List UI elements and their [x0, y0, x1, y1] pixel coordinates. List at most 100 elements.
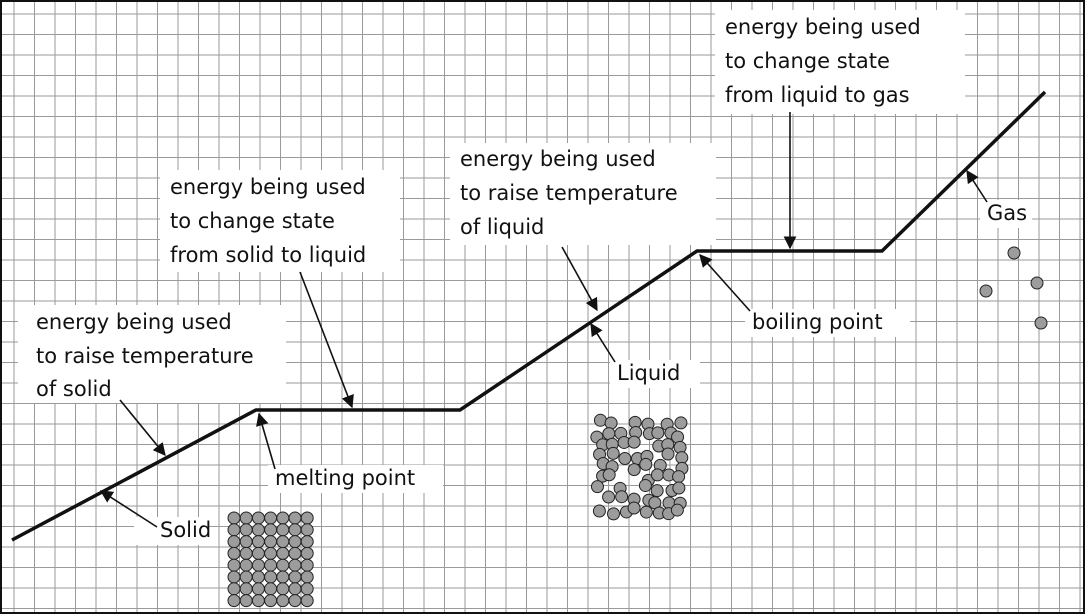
liquid-particle — [650, 468, 664, 482]
particles — [227, 246, 1048, 608]
solid-particle — [227, 535, 241, 549]
liquid-particle — [627, 501, 641, 515]
liquid-particle — [607, 507, 621, 521]
solid-particle — [288, 535, 302, 549]
solid-particle — [227, 558, 241, 572]
solid-particle — [227, 582, 241, 596]
solid-particle — [227, 594, 241, 608]
label-line: boiling point — [752, 310, 883, 334]
liquid-particle — [638, 479, 652, 493]
liquid-particle — [627, 435, 641, 449]
labels: energy being used to raise temperature o… — [36, 15, 1027, 542]
liquid-particle — [615, 490, 629, 504]
liquid-particle — [627, 463, 641, 477]
solid-particle — [276, 535, 290, 549]
solid-particle — [264, 546, 278, 560]
liquid-particle — [639, 457, 653, 471]
label-line: to raise temperature — [36, 344, 254, 368]
solid-particle — [239, 511, 253, 525]
solid-particle — [288, 558, 302, 572]
solid-particle — [276, 511, 290, 525]
liquid-particle — [672, 470, 686, 484]
gas-particle — [979, 284, 993, 298]
solid-particle — [276, 582, 290, 596]
solid-particle — [264, 558, 278, 572]
liquid-particle — [602, 490, 616, 504]
solid-particle — [264, 594, 278, 608]
label-line: of solid — [36, 377, 112, 401]
solid-particle — [264, 535, 278, 549]
liquid-particle — [593, 413, 607, 427]
solid-particle — [288, 570, 302, 584]
liquid-particle — [604, 416, 618, 430]
label-line: Solid — [160, 518, 211, 542]
solid-particle — [227, 546, 241, 560]
solid-particle — [300, 546, 314, 560]
solid-particle — [239, 546, 253, 560]
label-line: melting point — [275, 466, 415, 490]
label-line: energy being used — [36, 310, 232, 334]
solid-particle — [276, 523, 290, 537]
label-line: energy being used — [725, 15, 921, 39]
liquid-particle — [670, 503, 684, 517]
solid-particle — [227, 511, 241, 525]
arrows — [99, 112, 988, 528]
gas-particle — [1030, 276, 1044, 290]
solid-particle — [300, 582, 314, 596]
heating-curve — [11, 90, 1047, 542]
liquid-particle — [602, 468, 616, 482]
solid-particle — [251, 594, 265, 608]
liquid-particle — [672, 481, 686, 495]
label-line: of liquid — [460, 215, 544, 239]
liquid-particle — [602, 427, 616, 441]
solid-particle — [239, 535, 253, 549]
solid-particle — [251, 546, 265, 560]
liquid-particle — [592, 504, 606, 518]
solid-particle — [264, 523, 278, 537]
liquid-particle — [606, 446, 620, 460]
solid-particle — [251, 558, 265, 572]
solid-particle — [300, 511, 314, 525]
solid-particle — [239, 594, 253, 608]
solid-particle — [300, 594, 314, 608]
solid-particle — [264, 511, 278, 525]
liquid-particle — [675, 451, 689, 465]
label-line: from solid to liquid — [170, 243, 366, 267]
solid-particle — [288, 582, 302, 596]
solid-particle — [264, 582, 278, 596]
solid-particle — [276, 558, 290, 572]
liquid-particle — [618, 452, 632, 466]
label-line: Liquid — [617, 361, 680, 385]
solid-particle — [288, 511, 302, 525]
solid-particle — [251, 511, 265, 525]
solid-particle — [276, 546, 290, 560]
liquid-particle — [661, 447, 675, 461]
solid-particle — [300, 535, 314, 549]
solid-particle — [239, 570, 253, 584]
label-line: energy being used — [460, 147, 656, 171]
solid-particle — [276, 570, 290, 584]
label-line: energy being used — [170, 175, 366, 199]
label-backgrounds — [18, 10, 1032, 545]
solid-particle — [239, 523, 253, 537]
liquid-particle — [639, 505, 653, 519]
solid-particle — [288, 546, 302, 560]
label-line: from liquid to gas — [725, 83, 910, 107]
liquid-particle — [674, 416, 688, 430]
liquid-particle — [590, 480, 604, 494]
liquid-particle — [651, 426, 665, 440]
liquid-particle — [650, 484, 664, 498]
solid-particle — [251, 582, 265, 596]
solid-particle — [251, 535, 265, 549]
solid-particle — [276, 594, 290, 608]
solid-particle — [239, 582, 253, 596]
label-line: Gas — [987, 201, 1027, 225]
solid-particle — [300, 523, 314, 537]
solid-particle — [288, 594, 302, 608]
solid-particle — [264, 570, 278, 584]
solid-particle — [251, 570, 265, 584]
gas-particle — [1007, 246, 1021, 260]
label-line: to change state — [170, 209, 335, 233]
